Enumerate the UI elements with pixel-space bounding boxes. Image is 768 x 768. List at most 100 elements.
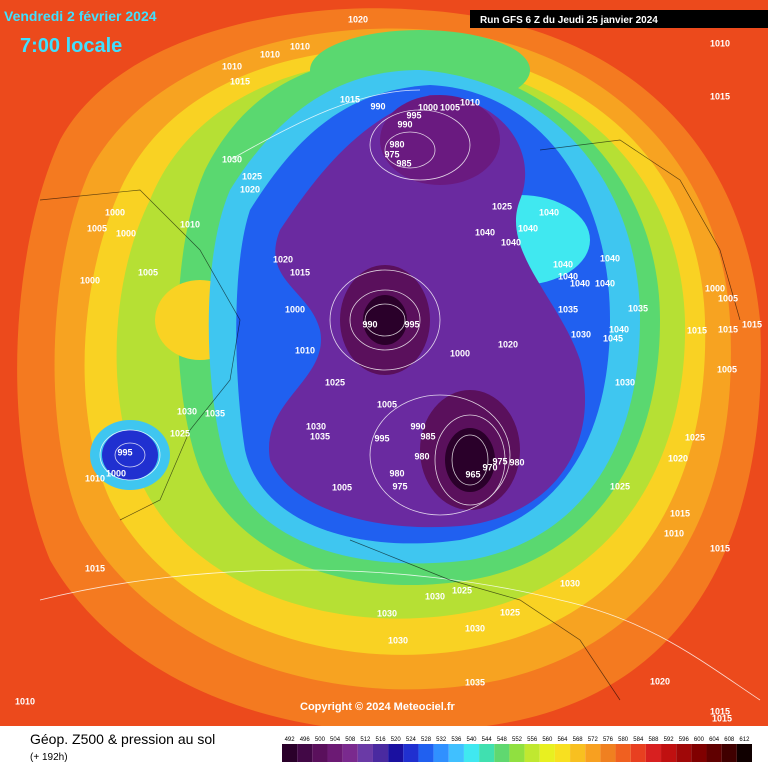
isobar-label: 1040 — [518, 223, 538, 233]
scale-label: 516 — [376, 737, 387, 743]
scale-label: 568 — [573, 737, 584, 743]
scale-label: 584 — [633, 737, 644, 743]
scale-label: 572 — [588, 737, 599, 743]
isobar-label: 1000 — [705, 283, 725, 293]
isobar-label: 980 — [389, 139, 404, 149]
scale-label: 504 — [330, 737, 341, 743]
isobar-label: 1040 — [539, 207, 559, 217]
scale-label: 492 — [285, 737, 296, 743]
isobar-label: 1030 — [222, 154, 242, 164]
isobars — [39, 89, 761, 701]
scale-swatch — [570, 744, 586, 762]
scale-label: 512 — [360, 737, 371, 743]
isobar-label: 1020 — [273, 254, 293, 264]
isobar-label: 990 — [410, 421, 425, 431]
isobar-label: 1040 — [595, 278, 615, 288]
isobar-label: 1030 — [377, 608, 397, 618]
isobar-label: 1005 — [718, 293, 738, 303]
scale-label: 560 — [542, 737, 553, 743]
scale-swatch — [463, 744, 480, 762]
isobar-label: 990 — [397, 119, 412, 129]
isobar-label: 1020 — [668, 453, 688, 463]
isobar-label: 1000 — [80, 275, 100, 285]
scale-swatch — [661, 744, 677, 762]
isobar-label: 1010 — [15, 696, 35, 706]
isobar-label: 1010 — [180, 219, 200, 229]
isobar-label: 1035 — [628, 303, 648, 313]
isobar-label: 1000 — [105, 207, 125, 217]
scale-swatch — [494, 744, 510, 762]
map-background — [0, 0, 768, 726]
scale-label: 556 — [527, 737, 538, 743]
scale-swatch — [645, 744, 662, 762]
isobar-label: 1000 — [285, 304, 305, 314]
scale-swatch — [388, 744, 404, 762]
isobar-label: 1005 — [138, 267, 158, 277]
scale-swatch — [585, 744, 601, 762]
isobar-label: 1010 — [290, 41, 310, 51]
isobar-label: 1015 — [710, 543, 730, 553]
color-scale: 492 496 500 504 508 512 516 520 524 528 532 536 540 5… — [282, 737, 752, 762]
isobar-label: 975 — [384, 149, 399, 159]
isobar-label: 1015 — [340, 94, 360, 104]
isobar-label: 1040 — [475, 227, 495, 237]
isobar-label: 1040 — [553, 259, 573, 269]
scale-label: 604 — [709, 737, 720, 743]
isobar-label: 1005 — [440, 102, 460, 112]
scale-label: 576 — [603, 737, 614, 743]
scale-label: 608 — [724, 737, 735, 743]
isobar-label: 1010 — [664, 528, 684, 538]
isobar-label: 1040 — [558, 271, 578, 281]
isobar-label: 1025 — [242, 171, 262, 181]
scale-swatch — [312, 744, 328, 762]
scale-swatch — [479, 744, 495, 762]
isobar-label: 1015 — [712, 713, 732, 723]
isobar-label: 1030 — [306, 421, 326, 431]
scale-swatch — [706, 744, 722, 762]
isobar-label: 995 — [406, 110, 421, 120]
isobar-label: 1030 — [425, 591, 445, 601]
scale-swatch — [418, 744, 434, 762]
scale-swatch — [357, 744, 373, 762]
isobar-label: 1030 — [571, 329, 591, 339]
isobar-label: 1020 — [348, 14, 368, 24]
isobar-label: 1015 — [710, 91, 730, 101]
isobar-label: 1020 — [498, 339, 518, 349]
scale-swatch — [524, 744, 540, 762]
isobar-label: 1000 — [106, 468, 126, 478]
scale-label: 540 — [467, 737, 478, 743]
scale-label: 524 — [406, 737, 417, 743]
isobar-label: 990 — [370, 101, 385, 111]
isobar-label: 1015 — [687, 325, 707, 335]
isobar-label: 1020 — [650, 676, 670, 686]
isobar-label: 1010 — [222, 61, 242, 71]
isobar-label: 1040 — [570, 278, 590, 288]
scale-label: 588 — [648, 737, 659, 743]
map-title: Vendredi 2 février 2024 — [4, 8, 157, 24]
isobar-label: 965 — [465, 469, 480, 479]
map-time: 7:00 locale — [20, 35, 122, 57]
scale-swatch — [676, 744, 692, 762]
isobar-label: 1035 — [558, 304, 578, 314]
isobar-label: 1025 — [610, 481, 630, 491]
isobar-label: 1010 — [710, 38, 730, 48]
scale-label: 596 — [679, 737, 690, 743]
scale-swatch — [282, 744, 298, 762]
isobar-label: 1015 — [742, 319, 762, 329]
scale-label: 496 — [300, 737, 311, 743]
isobar-label: 1000 — [116, 228, 136, 238]
isobar-label: 1010 — [460, 97, 480, 107]
scale-label: 544 — [482, 737, 493, 743]
isobar-label: 1040 — [600, 253, 620, 263]
isobar-label: 1035 — [465, 677, 485, 687]
isobar-label: 1030 — [177, 406, 197, 416]
isobar-label: 1020 — [240, 184, 260, 194]
isobar-label: 1030 — [560, 578, 580, 588]
footer-title: Géop. Z500 & pression au sol — [30, 731, 215, 747]
scale-swatch — [327, 744, 343, 762]
scale-label: 548 — [497, 737, 508, 743]
isobar-label: 1000 — [450, 348, 470, 358]
isobar-label: 1010 — [295, 345, 315, 355]
scale-swatch — [600, 744, 616, 762]
